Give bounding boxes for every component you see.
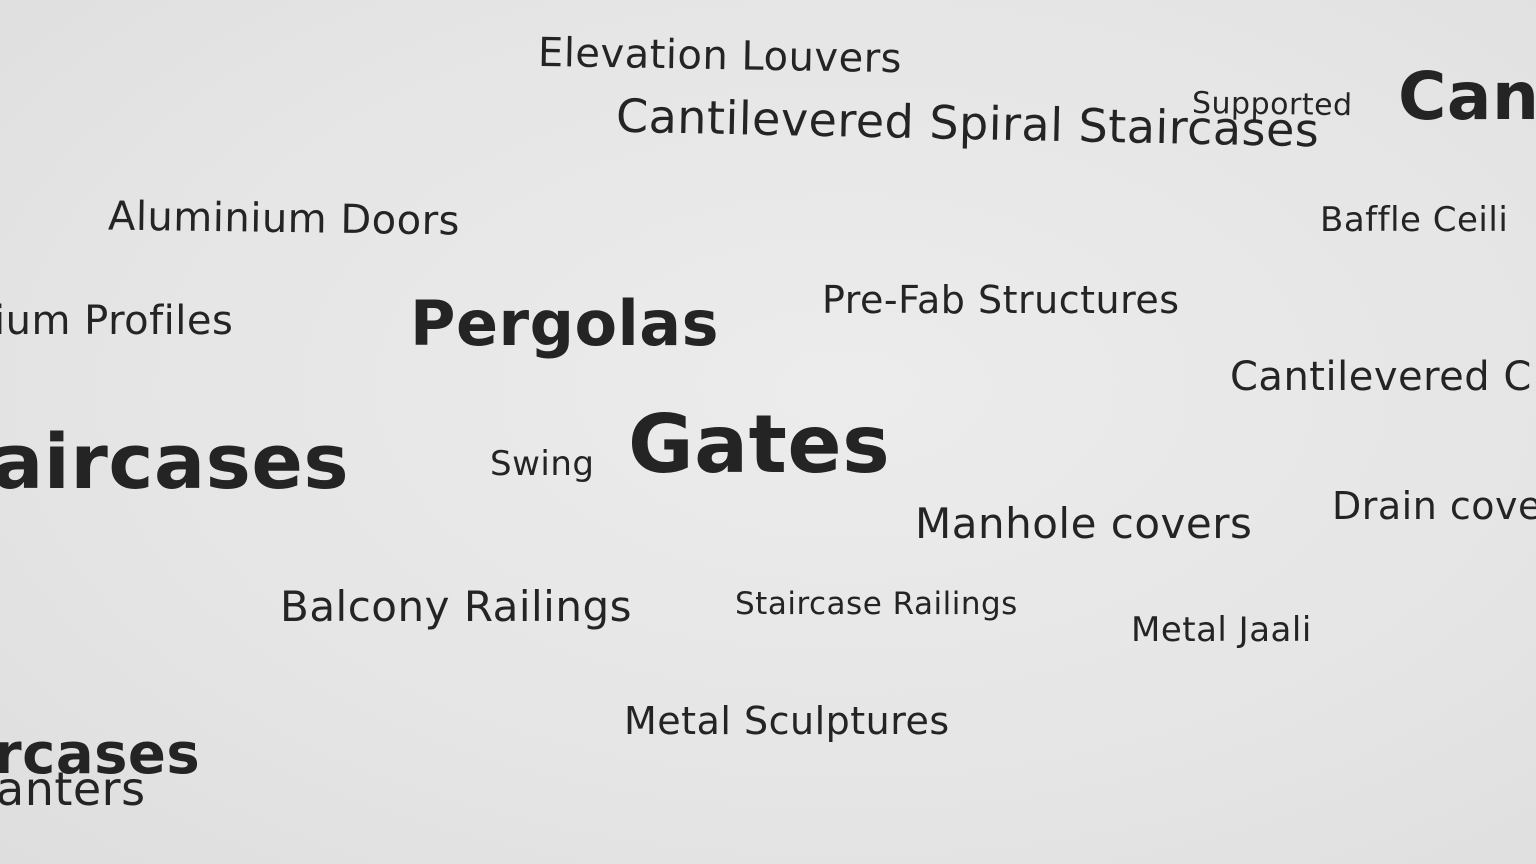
word-supported: Supported	[1191, 85, 1353, 124]
word-gates: Gates	[628, 398, 891, 491]
word-swing: Swing	[490, 444, 595, 484]
word-aluminium-profiles-partial: ium Profiles	[0, 298, 234, 344]
word-can-partial: Can	[1398, 58, 1536, 135]
word-aluminium-doors: Aluminium Doors	[107, 193, 461, 245]
word-staircase-railings: Staircase Railings	[735, 586, 1018, 622]
word-staircases-partial: aircases	[0, 417, 350, 506]
word-elevation-louvers: Elevation Louvers	[537, 29, 903, 83]
word-manhole-covers: Manhole covers	[915, 499, 1253, 548]
word-planters-partial: anters	[0, 762, 146, 816]
word-baffle-ceiling-partial: Baffle Ceili	[1320, 200, 1509, 240]
word-rcases-partial: rcases	[0, 722, 201, 787]
word-pergolas: Pergolas	[410, 287, 720, 360]
word-balcony-railings: Balcony Railings	[280, 582, 632, 631]
word-metal-sculptures: Metal Sculptures	[624, 699, 950, 743]
word-cantilevered-partial: Cantilevered C	[1230, 354, 1532, 400]
word-drain-covers-partial: Drain cove	[1332, 484, 1536, 528]
word-prefab-structures: Pre-Fab Structures	[822, 278, 1180, 322]
word-metal-jaali: Metal Jaali	[1131, 610, 1312, 650]
